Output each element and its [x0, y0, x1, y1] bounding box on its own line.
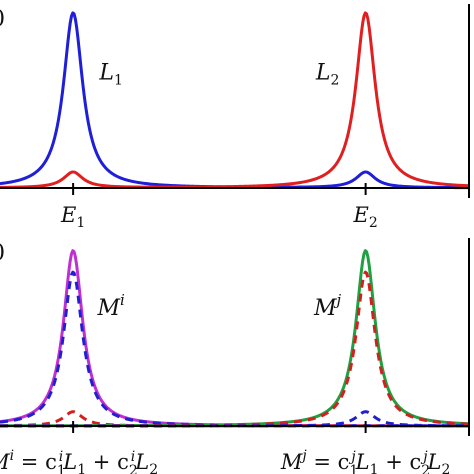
- formula-c2-sup: i: [131, 449, 135, 465]
- annotation-main: L: [315, 60, 331, 85]
- x-tick-label-main: E: [352, 203, 368, 227]
- panel-label-fragment: 0: [0, 7, 5, 32]
- formula-M-sup: i: [10, 448, 14, 464]
- formula-L: L: [62, 450, 77, 474]
- x-tick-label-sub: 1: [76, 215, 85, 231]
- formula-L2: L: [427, 450, 442, 474]
- formula-L: L: [355, 450, 370, 474]
- x-formula-label: Mj = c1jL1 + c2jL2: [280, 448, 451, 474]
- curve-annotation: L1: [98, 60, 123, 88]
- formula-c2-sup: j: [420, 449, 428, 465]
- annotation-sub: 2: [330, 72, 339, 88]
- curve-annotation: L2: [315, 60, 340, 88]
- series-line-Mj_L1_part: [0, 410, 469, 428]
- series-line-L2: [0, 11, 469, 189]
- x-tick-label-main: E: [60, 203, 76, 227]
- x-tick-label: E2: [352, 203, 377, 231]
- panel-label-fragment: 0: [0, 241, 5, 266]
- formula-c-sub: 1: [349, 463, 358, 474]
- series-line-L1: [0, 11, 469, 190]
- annotation-sup: i: [120, 291, 125, 309]
- formula-eq-c: = c: [307, 450, 350, 474]
- curve-annotation: Mj: [313, 291, 342, 321]
- annotation-main: M: [313, 296, 337, 321]
- series-line-Mj_total: [0, 249, 469, 428]
- formula-L2: L: [134, 450, 149, 474]
- formula-eq-c: = c: [14, 450, 57, 474]
- formula-c2-sub: 2: [129, 463, 138, 474]
- annotation-sub: 1: [114, 72, 123, 88]
- panel-top: E1E2L1L20: [0, 4, 470, 231]
- formula-M: M: [280, 450, 303, 474]
- formula-L2-sub: 2: [149, 462, 158, 474]
- series-line-Mi_L1_part: [0, 270, 469, 428]
- annotation-sup: j: [334, 291, 342, 309]
- formula-M-sup: j: [299, 448, 307, 464]
- formula-M: M: [0, 450, 10, 474]
- x-formula-label: Mi = c1iL1 + c2iL2: [0, 448, 158, 474]
- series-line-Mj_L2_part: [0, 270, 469, 428]
- formula-c-sup: i: [59, 449, 63, 465]
- x-tick-label: E1: [60, 203, 85, 231]
- x-tick-label-sub: 2: [369, 215, 378, 231]
- formula-c-sub: 1: [57, 463, 66, 474]
- formula-L-sub: 1: [77, 462, 86, 474]
- annotation-main: L: [98, 60, 114, 85]
- curve-annotation: Mi: [96, 291, 125, 321]
- formula-L2-sub: 2: [441, 462, 450, 474]
- formula-plus-c: + c: [86, 450, 129, 474]
- series-line-Mi_total: [0, 249, 469, 428]
- formula-c2-sub: 2: [421, 463, 430, 474]
- formula-plus-c: + c: [379, 450, 422, 474]
- annotation-main: M: [96, 296, 120, 321]
- formula-c-sup: j: [348, 449, 356, 465]
- formula-L-sub: 1: [370, 462, 379, 474]
